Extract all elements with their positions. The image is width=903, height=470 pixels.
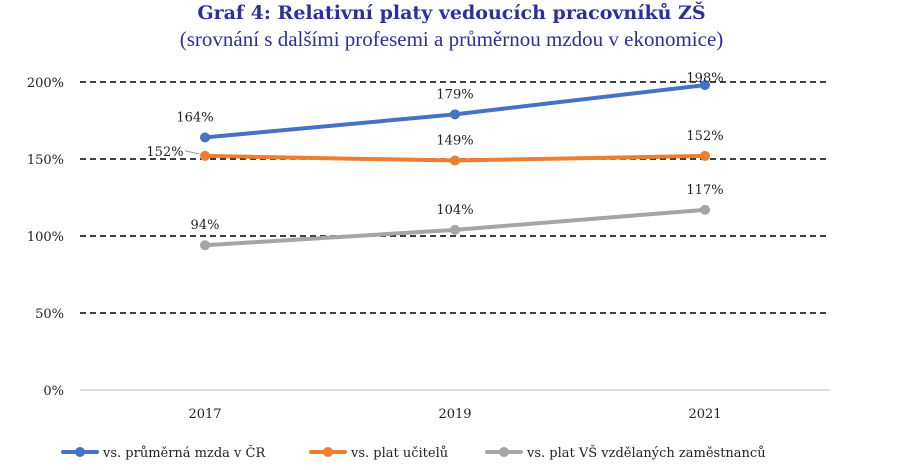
- data-label: 164%: [176, 110, 213, 125]
- y-tick-label: 150%: [27, 153, 64, 168]
- data-point: [700, 80, 710, 91]
- data-label: 152%: [146, 145, 183, 160]
- data-label: 117%: [686, 183, 723, 198]
- data-label: 104%: [436, 203, 473, 218]
- y-tick-label: 50%: [35, 307, 64, 322]
- x-axis: 2017 2019 2021: [188, 407, 721, 422]
- legend-label: vs. průměrná mzda v ČR: [102, 444, 266, 461]
- y-tick-label: 0%: [43, 384, 64, 399]
- data-point: [450, 224, 460, 235]
- legend-label: vs. plat učitelů: [350, 445, 448, 461]
- y-tick-label: 200%: [27, 76, 64, 91]
- legend-marker: [75, 447, 85, 457]
- legend-label: vs. plat VŠ vzdělaných zaměstnanců: [526, 444, 766, 461]
- data-point: [200, 132, 210, 143]
- chart-title: Graf 4: Relativní platy vedoucích pracov…: [197, 2, 706, 24]
- data-point: [450, 155, 460, 166]
- data-label: 152%: [686, 129, 723, 144]
- data-label: 179%: [436, 87, 473, 102]
- label-leader-line: [184, 150, 200, 155]
- data-label: 198%: [686, 71, 723, 86]
- legend-marker: [499, 447, 509, 457]
- x-tick-label: 2019: [438, 407, 471, 422]
- data-point: [700, 150, 710, 161]
- data-label: 94%: [191, 218, 220, 233]
- x-tick-label: 2021: [688, 407, 721, 422]
- data-label: 149%: [436, 134, 473, 149]
- y-axis: 0% 50% 100% 150% 200%: [27, 76, 64, 399]
- y-tick-label: 100%: [27, 230, 64, 245]
- data-point: [450, 109, 460, 120]
- x-tick-label: 2017: [188, 407, 221, 422]
- data-point: [200, 150, 210, 161]
- data-point: [700, 204, 710, 215]
- data-point: [200, 240, 210, 251]
- series-lines: 164% 179% 198% 152% 149% 152% 94% 104% 117%: [146, 71, 724, 251]
- chart-subtitle: (srovnání s dalšími profesemi a průměrno…: [179, 27, 724, 51]
- legend: vs. průměrná mzda v ČR vs. plat učitelů vs…: [61, 444, 766, 461]
- legend-marker: [323, 447, 333, 457]
